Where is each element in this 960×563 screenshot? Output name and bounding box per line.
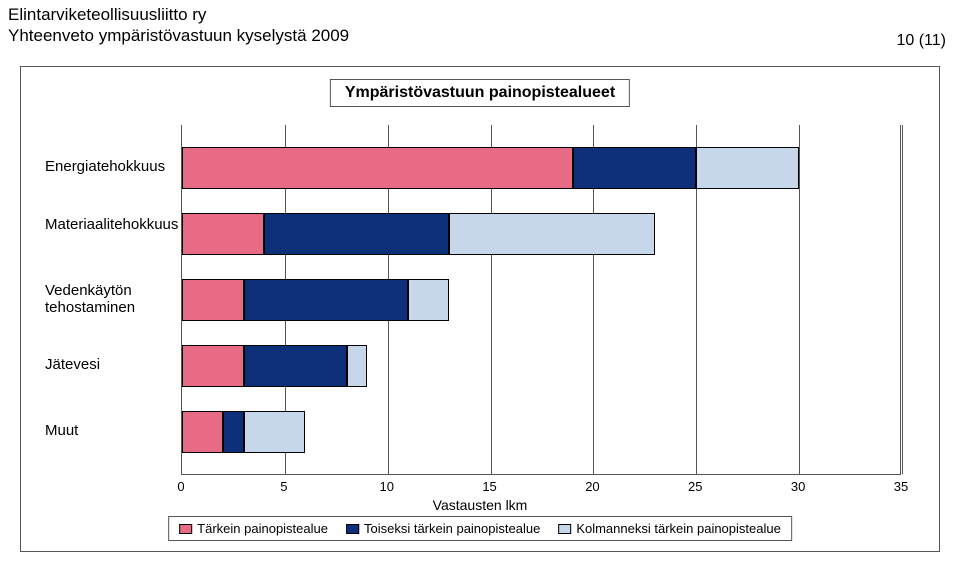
legend: Tärkein painopistealue Toiseksi tärkein p… xyxy=(168,516,792,541)
bar-segment xyxy=(244,411,306,453)
chart-title: Ympäristövastuun painopistealueet xyxy=(330,79,630,107)
x-tick-label: 30 xyxy=(791,479,805,494)
document-header: Elintarviketeollisuusliitto ry Yhteenvet… xyxy=(0,0,960,53)
x-tick-label: 15 xyxy=(482,479,496,494)
bar-segment xyxy=(347,345,368,387)
y-axis-label: Energiatehokkuus xyxy=(45,158,195,175)
bar-segment xyxy=(408,279,449,321)
plot-area xyxy=(181,125,901,475)
bar-row xyxy=(182,411,900,453)
bar-segment xyxy=(449,213,655,255)
y-axis-label: Vedenkäytön tehostaminen xyxy=(45,282,165,317)
bar-segment xyxy=(244,279,409,321)
org-name: Elintarviketeollisuusliitto ry xyxy=(8,4,952,25)
gridline xyxy=(902,125,903,474)
x-tick-label: 5 xyxy=(280,479,287,494)
bar-segment xyxy=(573,147,696,189)
bar-segment xyxy=(182,279,244,321)
legend-item: Kolmanneksi tärkein painopistealue xyxy=(558,521,781,536)
x-tick-label: 20 xyxy=(585,479,599,494)
x-tick-label: 10 xyxy=(379,479,393,494)
chart-frame: Ympäristövastuun painopistealueet Energi… xyxy=(20,66,940,552)
bar-segment xyxy=(244,345,347,387)
x-tick-label: 0 xyxy=(177,479,184,494)
bar-segment xyxy=(264,213,449,255)
y-axis-label: Materiaalitehokkuus xyxy=(45,216,165,233)
legend-swatch xyxy=(179,524,192,534)
legend-swatch xyxy=(346,524,359,534)
bar-segment xyxy=(696,147,799,189)
bar-row xyxy=(182,279,900,321)
bar-segment xyxy=(182,213,264,255)
bar-row xyxy=(182,213,900,255)
legend-item: Tärkein painopistealue xyxy=(179,521,328,536)
y-axis-label: Jätevesi xyxy=(45,356,195,373)
legend-swatch xyxy=(558,524,571,534)
bar-row xyxy=(182,147,900,189)
bar-row xyxy=(182,345,900,387)
legend-item: Toiseksi tärkein painopistealue xyxy=(346,521,540,536)
legend-label: Kolmanneksi tärkein painopistealue xyxy=(576,521,781,536)
x-tick-label: 35 xyxy=(894,479,908,494)
y-axis-label: Muut xyxy=(45,422,195,439)
x-axis-label: Vastausten lkm xyxy=(433,497,528,513)
legend-label: Toiseksi tärkein painopistealue xyxy=(364,521,540,536)
legend-label: Tärkein painopistealue xyxy=(197,521,328,536)
document-title: Yhteenveto ympäristövastuun kyselystä 20… xyxy=(8,25,952,46)
bar-segment xyxy=(182,147,573,189)
bar-segment xyxy=(223,411,244,453)
x-tick-label: 25 xyxy=(688,479,702,494)
page-number: 10 (11) xyxy=(896,32,946,50)
